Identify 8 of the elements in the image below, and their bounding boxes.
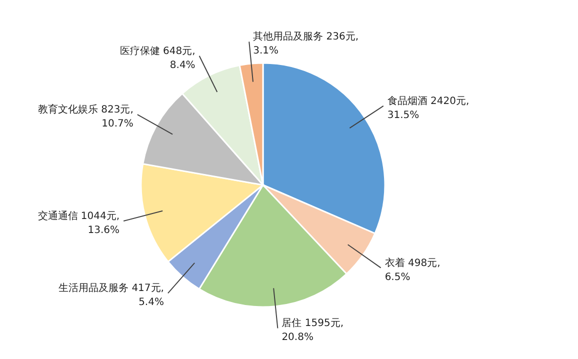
slice-label: 医疗保健 648元, 8.4%	[120, 44, 196, 71]
slice-label: 教育文化娱乐 823元, 10.7%	[38, 104, 134, 130]
slice-label: 居住 1595元, 20.8%	[282, 318, 344, 344]
slice-label: 其他用品及服务 236元, 3.1%	[253, 30, 359, 57]
slice-label: 交通通信 1044元, 13.6%	[38, 210, 120, 236]
slice-label: 生活用品及服务 417元, 5.4%	[58, 282, 164, 308]
slice-label: 食品烟酒 2420元, 31.5%	[387, 94, 470, 121]
slice-label: 衣着 498元, 6.5%	[384, 256, 440, 283]
